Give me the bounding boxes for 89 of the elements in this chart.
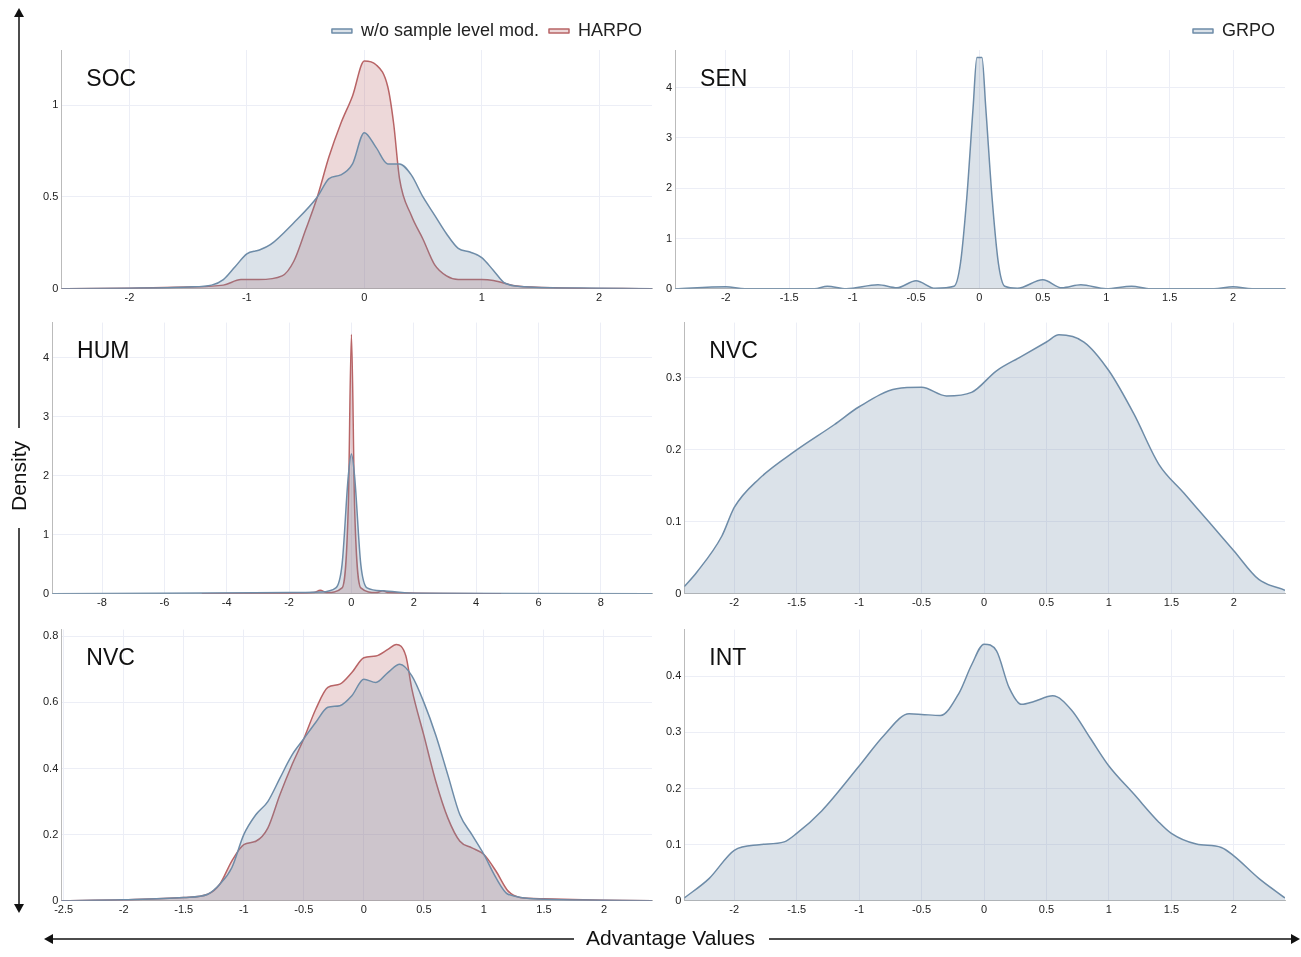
x-tick-label: -0.5 xyxy=(906,291,926,304)
x-tick-label: 0 xyxy=(361,291,368,304)
x-tick-label: 1 xyxy=(1105,903,1112,916)
x-tick-label: -1.5 xyxy=(787,596,807,609)
x-tick-label: -2 xyxy=(729,903,740,916)
x-tick-label: -0.5 xyxy=(912,596,932,609)
x-tick-label: -4 xyxy=(221,596,232,609)
y-tick-label: 1 xyxy=(665,231,673,244)
y-tick-label: 0 xyxy=(42,586,50,599)
x-tick-label: 2 xyxy=(410,596,417,609)
x-tick-label: 0.5 xyxy=(1035,291,1051,304)
y-tick-label: 4 xyxy=(42,351,50,364)
x-tick-label: -1 xyxy=(238,903,249,916)
y-tick-label: 0.3 xyxy=(665,371,682,384)
x-tick-label: 0.5 xyxy=(1038,903,1055,916)
y-tick-label: 0.5 xyxy=(42,189,59,202)
x-tick-label: -2 xyxy=(720,291,731,304)
x-tick-label: -0.5 xyxy=(912,903,932,916)
x-tick-label: 2 xyxy=(596,291,603,304)
x-tick-label: 0 xyxy=(360,903,367,916)
x-tick-label: 1.5 xyxy=(1163,903,1179,916)
x-tick-label: 1 xyxy=(1103,291,1110,304)
y-tick-label: 0.1 xyxy=(665,514,682,527)
text: SEN xyxy=(700,64,748,91)
x-tick-label: 6 xyxy=(535,596,542,609)
x-tick-label: -2 xyxy=(118,903,129,916)
x-tick-label: 1 xyxy=(1105,596,1112,609)
x-tick-label: 1.5 xyxy=(1161,291,1178,304)
legend-label: HARPO xyxy=(577,19,642,40)
x-tick-label: 8 xyxy=(597,596,604,609)
y-tick-label: 0.4 xyxy=(665,669,682,682)
x-tick-label: -1 xyxy=(847,291,858,304)
y-tick-label: 0.2 xyxy=(42,827,59,840)
y-tick-label: 0.4 xyxy=(42,761,59,774)
x-tick-label: 0.5 xyxy=(416,903,432,916)
y-tick-label: 0.8 xyxy=(42,629,59,642)
y-axis-title: Density xyxy=(7,440,31,513)
x-tick-label: 0 xyxy=(980,596,988,609)
text: NVC xyxy=(709,337,758,364)
x-tick-label: -1.5 xyxy=(787,903,807,916)
x-tick-label: 0 xyxy=(348,596,355,609)
y-tick-label: 0.3 xyxy=(665,725,682,738)
x-tick-label: 0 xyxy=(976,291,983,304)
x-tick-label: -6 xyxy=(159,596,170,609)
x-tick-label: -2 xyxy=(729,596,740,609)
x-tick-label: -2.5 xyxy=(54,903,74,916)
x-axis-title: Advantage Values xyxy=(586,926,755,950)
y-tick-label: 0.2 xyxy=(665,442,682,455)
x-tick-label: 1 xyxy=(478,291,485,304)
y-tick-label: 2 xyxy=(665,181,673,194)
x-tick-label: -1.5 xyxy=(779,291,799,304)
x-tick-label: -1 xyxy=(854,596,865,609)
x-tick-label: 1.5 xyxy=(536,903,552,916)
x-tick-label: 4 xyxy=(473,596,480,609)
y-tick-label: 0.6 xyxy=(42,695,59,708)
legend-label: GRPO xyxy=(1221,19,1276,40)
x-tick-label: 2 xyxy=(1229,291,1237,304)
y-tick-label: 0 xyxy=(665,281,673,294)
y-tick-label: 3 xyxy=(665,131,673,144)
x-tick-label: 2 xyxy=(1230,596,1237,609)
legend-label: w/o sample level mod. xyxy=(359,19,539,40)
y-tick-label: 3 xyxy=(42,409,50,422)
x-tick-label: -1 xyxy=(854,903,865,916)
x-tick-label: 2 xyxy=(600,903,608,916)
y-tick-label: 0 xyxy=(675,586,682,599)
text: NVC xyxy=(86,644,135,671)
text: SOC xyxy=(86,64,137,91)
x-tick-label: -8 xyxy=(97,596,107,609)
x-tick-label: -1.5 xyxy=(174,903,194,916)
x-tick-label: 2 xyxy=(1230,903,1237,916)
x-tick-label: 1.5 xyxy=(1163,596,1179,609)
y-tick-label: 0 xyxy=(675,893,682,906)
text: HUM xyxy=(77,337,130,364)
y-tick-label: 0.1 xyxy=(665,837,682,850)
x-tick-label: 0.5 xyxy=(1038,596,1055,609)
x-tick-label: -0.5 xyxy=(294,903,314,916)
y-tick-label: 0 xyxy=(52,893,59,906)
y-tick-label: 0 xyxy=(52,281,59,294)
x-tick-label: -2 xyxy=(124,291,135,304)
y-tick-label: 0.2 xyxy=(665,781,682,794)
x-tick-label: 0 xyxy=(980,903,988,916)
text: INT xyxy=(709,644,747,671)
y-tick-label: 1 xyxy=(42,527,50,540)
x-tick-label: -2 xyxy=(284,596,294,609)
x-tick-label: -1 xyxy=(241,291,252,304)
x-tick-label: 1 xyxy=(480,903,487,916)
y-tick-label: 2 xyxy=(42,468,50,481)
y-tick-label: 4 xyxy=(665,80,673,93)
y-tick-label: 1 xyxy=(52,98,59,111)
